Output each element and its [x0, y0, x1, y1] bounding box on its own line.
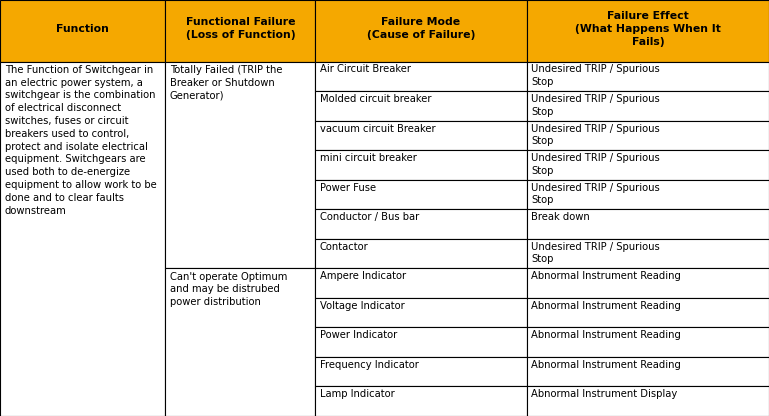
Bar — [527, 180, 769, 209]
Text: Failure Mode
(Cause of Failure): Failure Mode (Cause of Failure) — [367, 17, 475, 40]
Bar — [315, 91, 527, 121]
Text: Voltage Indicator: Voltage Indicator — [320, 301, 404, 311]
Text: Can't operate Optimum
and may be distrubed
power distribution: Can't operate Optimum and may be distrub… — [170, 272, 288, 307]
Bar — [15, 338, 173, 416]
Bar — [315, 327, 527, 357]
Text: Undesired TRIP / Spurious
Stop: Undesired TRIP / Spurious Stop — [531, 64, 660, 87]
Text: Break down: Break down — [531, 212, 590, 222]
Bar — [315, 62, 527, 91]
Text: The Function of Switchgear in
an electric power system, a
switchgear is the comb: The Function of Switchgear in an electri… — [5, 65, 156, 215]
Bar — [315, 357, 527, 386]
Text: Totally Failed (TRIP the
Breaker or Shutdown
Generator): Totally Failed (TRIP the Breaker or Shut… — [170, 65, 282, 101]
Bar — [315, 268, 527, 298]
Text: Power Fuse: Power Fuse — [320, 183, 376, 193]
Bar — [527, 91, 769, 121]
Bar — [315, 298, 527, 327]
Text: Function: Function — [56, 24, 109, 34]
Text: Abnormal Instrument Reading: Abnormal Instrument Reading — [531, 330, 681, 340]
Bar — [315, 239, 527, 268]
Text: Undesired TRIP / Spurious
Stop: Undesired TRIP / Spurious Stop — [531, 183, 660, 206]
Bar — [315, 209, 527, 239]
Bar — [0, 354, 315, 416]
Bar — [527, 62, 769, 91]
Bar — [165, 268, 315, 416]
Text: Undesired TRIP / Spurious
Stop: Undesired TRIP / Spurious Stop — [531, 94, 660, 117]
Bar — [527, 0, 769, 62]
Bar — [315, 180, 527, 209]
Text: Abnormal Instrument Display: Abnormal Instrument Display — [531, 389, 677, 399]
Bar — [0, 62, 315, 257]
Text: Failure Effect
(What Happens When It
Fails): Failure Effect (What Happens When It Fai… — [575, 11, 721, 47]
Text: Ampere Indicator: Ampere Indicator — [320, 271, 406, 281]
Text: Undesired TRIP / Spurious
Stop: Undesired TRIP / Spurious Stop — [531, 153, 660, 176]
Text: mini circuit breaker: mini circuit breaker — [320, 153, 417, 163]
Text: Functional Failure
(Loss of Function): Functional Failure (Loss of Function) — [185, 17, 295, 40]
Bar — [315, 121, 527, 150]
Text: Conductor / Bus bar: Conductor / Bus bar — [320, 212, 419, 222]
Text: Undesired TRIP / Spurious
Stop: Undesired TRIP / Spurious Stop — [531, 124, 660, 146]
Bar — [315, 0, 527, 62]
Bar — [527, 239, 769, 268]
Bar — [315, 386, 527, 416]
Bar — [527, 327, 769, 357]
Bar — [527, 298, 769, 327]
Text: Abnormal Instrument Reading: Abnormal Instrument Reading — [531, 301, 681, 311]
Bar — [0, 345, 315, 395]
Bar — [527, 386, 769, 416]
Bar — [0, 0, 165, 62]
Bar — [0, 291, 315, 374]
Bar — [0, 62, 315, 416]
Bar — [8, 281, 228, 416]
Bar — [527, 209, 769, 239]
Bar — [173, 210, 301, 317]
Bar — [0, 270, 315, 416]
Bar — [165, 0, 315, 62]
Text: Abnormal Instrument Reading: Abnormal Instrument Reading — [531, 271, 681, 281]
Text: Molded circuit breaker: Molded circuit breaker — [320, 94, 431, 104]
Text: Frequency Indicator: Frequency Indicator — [320, 360, 419, 370]
Text: Contactor: Contactor — [320, 242, 368, 252]
Bar — [165, 62, 315, 268]
Bar — [315, 150, 527, 180]
Bar — [527, 121, 769, 150]
Bar — [527, 268, 769, 298]
Text: vacuum circuit Breaker: vacuum circuit Breaker — [320, 124, 435, 134]
Text: Abnormal Instrument Reading: Abnormal Instrument Reading — [531, 360, 681, 370]
Bar — [0, 257, 315, 416]
Text: Undesired TRIP / Spurious
Stop: Undesired TRIP / Spurious Stop — [531, 242, 660, 265]
Bar — [527, 150, 769, 180]
Bar — [0, 62, 165, 416]
Text: Power Indicator: Power Indicator — [320, 330, 397, 340]
Text: Lamp Indicator: Lamp Indicator — [320, 389, 394, 399]
Text: Air Circuit Breaker: Air Circuit Breaker — [320, 64, 411, 74]
Bar — [527, 357, 769, 386]
Bar — [210, 218, 285, 267]
